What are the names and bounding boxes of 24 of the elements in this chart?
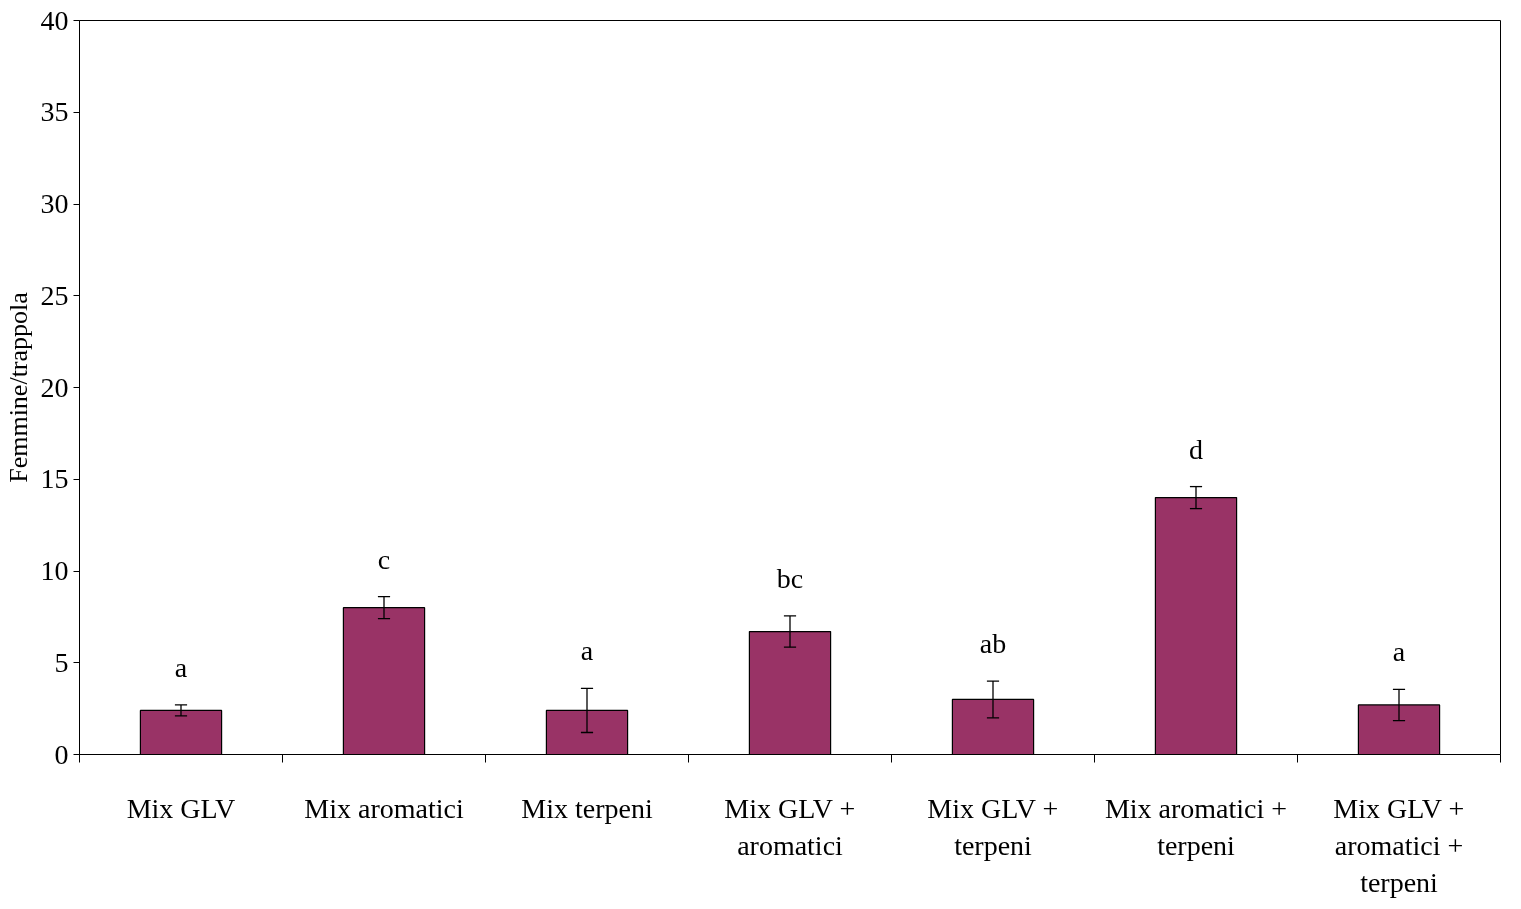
annotation: bc <box>776 562 804 594</box>
x-tick-label: Mix terpeni <box>521 792 653 824</box>
annotation: ab <box>979 628 1007 660</box>
y-tick-label: 30 <box>40 188 69 219</box>
y-tick-label: 15 <box>40 463 69 495</box>
y-axis-title: Femmine/trappola <box>3 291 33 483</box>
annotation: a <box>580 635 594 667</box>
x-tick-label: Mix GLV + terpeni <box>927 792 1059 861</box>
annotation: d <box>1189 433 1203 465</box>
x-tick-label: Mix GLV + aromatici <box>724 792 856 861</box>
y-tick-label: 5 <box>54 646 69 678</box>
x-tick-label: Mix GLV + aromatici + terpeni <box>1333 792 1465 898</box>
annotation: a <box>174 651 188 683</box>
annotation: c <box>377 543 391 575</box>
y-tick-label: 35 <box>40 96 69 128</box>
x-tick-label: Mix aromatici <box>304 792 464 824</box>
y-tick-label: 0 <box>54 738 69 770</box>
y-tick-label: 25 <box>40 279 69 311</box>
y-tick-label: 10 <box>40 555 69 586</box>
x-tick-label: Mix GLV <box>126 792 236 824</box>
annotation: a <box>1392 636 1406 668</box>
y-tick-label: 40 <box>40 4 69 36</box>
y-tick-label: 20 <box>40 371 69 403</box>
x-tick-label: Mix aromatici + terpeni <box>1104 792 1288 861</box>
